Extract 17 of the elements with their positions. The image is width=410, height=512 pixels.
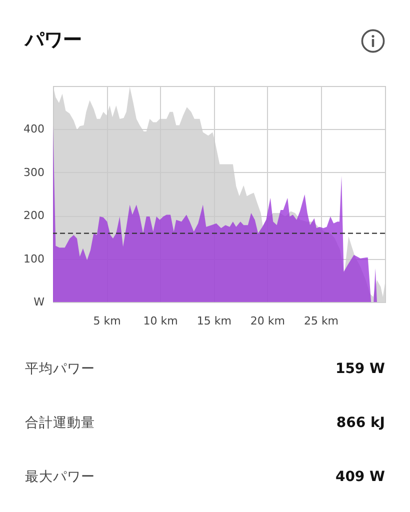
y-tick-label: 200: [24, 209, 44, 222]
x-tick-label: 20 km: [250, 314, 285, 328]
text: 最大パワー: [25, 468, 95, 486]
y-tick-label: 100: [24, 252, 44, 266]
y-tick-label: 400: [24, 122, 44, 136]
x-tick-label: 15 km: [196, 314, 232, 328]
x-tick-label: 5 km: [93, 314, 121, 328]
text: 合計運動量: [25, 414, 95, 432]
y-tick-label: 300: [24, 166, 44, 179]
y-tick-label: W: [34, 296, 45, 308]
chart-title: パワー: [25, 28, 82, 53]
x-tick-label: 10 km: [143, 314, 178, 328]
text: 平均パワー: [25, 360, 95, 378]
x-tick-label: 25 km: [304, 314, 339, 328]
text: 409 W: [335, 469, 385, 485]
text: 866 kJ: [336, 415, 385, 431]
text: 159 W: [335, 361, 385, 377]
